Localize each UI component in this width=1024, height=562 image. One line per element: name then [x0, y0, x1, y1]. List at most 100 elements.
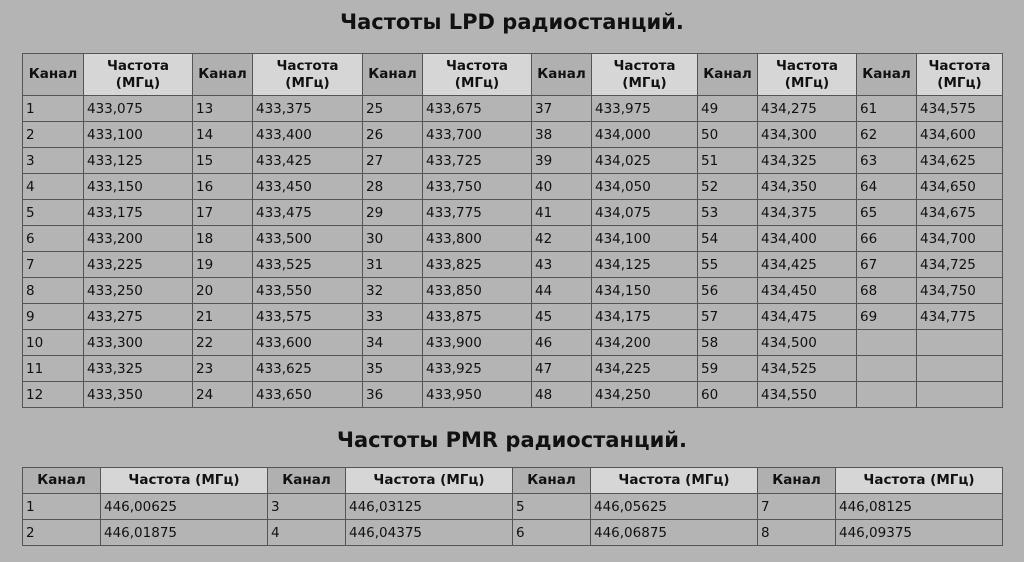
header-channel: Канал — [856, 53, 917, 96]
channel-cell: 5 — [512, 493, 591, 520]
frequency-cell: 434,250 — [591, 381, 698, 408]
channel-cell: 8 — [22, 277, 84, 304]
channel-cell: 58 — [697, 329, 758, 356]
header-frequency-line1: Частота — [276, 57, 339, 74]
frequency-cell: 434,750 — [916, 277, 1003, 304]
pmr-frequency-table: Канал Частота (МГц) Канал Частота (МГц) Кана… — [22, 467, 1003, 546]
table-row: 2 446,01875 4 446,04375 6 446,06875 8 446,09375 — [22, 519, 1003, 546]
header-frequency: Частота (МГц) — [422, 53, 532, 96]
channel-cell: 26 — [362, 121, 423, 148]
channel-cell: 15 — [192, 147, 253, 174]
channel-cell: 30 — [362, 225, 423, 252]
channel-cell: 63 — [856, 147, 917, 174]
channel-cell: 56 — [697, 277, 758, 304]
channel-cell: 1 — [22, 493, 101, 520]
channel-cell: 7 — [22, 251, 84, 278]
channel-cell: 68 — [856, 277, 917, 304]
frequency-cell: 446,05625 — [590, 493, 758, 520]
header-row: Канал Частота (МГц) Канал Частота (МГц) Кана… — [22, 467, 1003, 494]
lpd-frequency-table: Канал Частота (МГц) Канал Частота (МГц) Канал Ч… — [22, 53, 1003, 408]
header-frequency: Частота (МГц) — [916, 53, 1003, 96]
channel-cell: 42 — [531, 225, 592, 252]
channel-cell: 47 — [531, 355, 592, 382]
frequency-cell: 433,850 — [422, 277, 532, 304]
frequency-cell: 433,525 — [252, 251, 363, 278]
frequency-cell: 433,425 — [252, 147, 363, 174]
header-frequency-line1: Частота — [928, 57, 991, 74]
frequency-cell: 433,875 — [422, 303, 532, 330]
frequency-cell: 433,775 — [422, 199, 532, 226]
header-frequency: Частота (МГц) — [252, 53, 363, 96]
channel-cell: 67 — [856, 251, 917, 278]
frequency-cell: 433,275 — [83, 303, 193, 330]
frequency-cell: 433,375 — [252, 95, 363, 122]
frequency-cell — [916, 329, 1003, 356]
header-frequency: Частота (МГц) — [590, 467, 758, 494]
channel-cell: 59 — [697, 355, 758, 382]
channel-cell: 1 — [22, 95, 84, 122]
frequency-cell — [916, 355, 1003, 382]
frequency-cell: 434,050 — [591, 173, 698, 200]
channel-cell: 19 — [192, 251, 253, 278]
channel-cell: 32 — [362, 277, 423, 304]
frequency-cell: 433,700 — [422, 121, 532, 148]
frequency-cell: 434,525 — [757, 355, 857, 382]
header-channel: Канал — [697, 53, 758, 96]
header-frequency-line1: Частота — [775, 57, 839, 74]
header-frequency-line2: (МГц) — [784, 74, 830, 91]
channel-cell: 49 — [697, 95, 758, 122]
header-frequency: Частота (МГц) — [591, 53, 698, 96]
frequency-cell: 433,400 — [252, 121, 363, 148]
frequency-cell: 433,900 — [422, 329, 532, 356]
lpd-title: Частоты LPD радиостанций. — [340, 10, 684, 34]
frequency-cell: 433,500 — [252, 225, 363, 252]
channel-cell: 39 — [531, 147, 592, 174]
channel-cell: 53 — [697, 199, 758, 226]
frequency-cell: 434,175 — [591, 303, 698, 330]
frequency-cell: 433,650 — [252, 381, 363, 408]
table-row: 3 433,125 15 433,425 27 433,725 39 434,025 51 434… — [22, 147, 1003, 174]
frequency-cell: 434,700 — [916, 225, 1003, 252]
channel-cell — [856, 381, 917, 408]
frequency-cell: 434,350 — [757, 173, 857, 200]
channel-cell: 51 — [697, 147, 758, 174]
channel-cell: 9 — [22, 303, 84, 330]
header-frequency-line2: (МГц) — [285, 74, 330, 91]
channel-cell — [856, 355, 917, 382]
frequency-cell: 434,125 — [591, 251, 698, 278]
channel-cell: 3 — [267, 493, 346, 520]
channel-cell: 20 — [192, 277, 253, 304]
channel-cell: 64 — [856, 173, 917, 200]
header-frequency: Частота (МГц) — [100, 467, 268, 494]
header-frequency-line2: (МГц) — [454, 74, 500, 91]
header-row: Канал Частота (МГц) Канал Частота (МГц) Канал Ч… — [22, 53, 1003, 96]
frequency-cell: 434,450 — [757, 277, 857, 304]
channel-cell: 48 — [531, 381, 592, 408]
channel-cell: 54 — [697, 225, 758, 252]
frequency-cell: 433,075 — [83, 95, 193, 122]
channel-cell: 11 — [22, 355, 84, 382]
header-channel: Канал — [512, 467, 591, 494]
channel-cell: 52 — [697, 173, 758, 200]
frequency-cell: 446,08125 — [835, 493, 1003, 520]
channel-cell: 18 — [192, 225, 253, 252]
table-row: 6 433,200 18 433,500 30 433,800 42 434,100 54 434… — [22, 225, 1003, 252]
channel-cell: 21 — [192, 303, 253, 330]
frequency-cell: 433,125 — [83, 147, 193, 174]
table-row: 8 433,250 20 433,550 32 433,850 44 434,150 56 434… — [22, 277, 1003, 304]
channel-cell: 8 — [757, 519, 836, 546]
frequency-cell: 433,200 — [83, 225, 193, 252]
frequency-cell: 433,925 — [422, 355, 532, 382]
channel-cell: 6 — [22, 225, 84, 252]
channel-cell: 66 — [856, 225, 917, 252]
header-channel: Канал — [531, 53, 592, 96]
frequency-cell: 433,100 — [83, 121, 193, 148]
frequency-cell: 434,400 — [757, 225, 857, 252]
channel-cell: 69 — [856, 303, 917, 330]
frequency-cell: 434,675 — [916, 199, 1003, 226]
frequency-cell: 433,175 — [83, 199, 193, 226]
frequency-cell: 446,00625 — [100, 493, 268, 520]
frequency-cell: 433,625 — [252, 355, 363, 382]
channel-cell: 46 — [531, 329, 592, 356]
header-frequency-line1: Частота — [613, 57, 676, 74]
